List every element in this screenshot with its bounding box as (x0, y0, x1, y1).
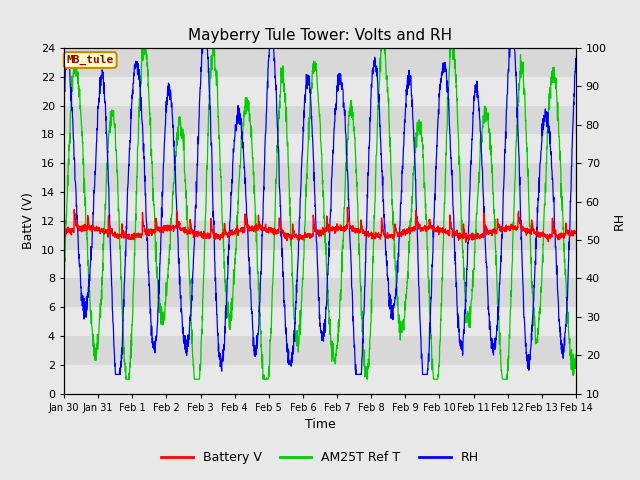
Bar (64, 134, 576, 163)
Bar (64, 192, 576, 221)
Bar (64, 365, 576, 394)
Legend: Battery V, AM25T Ref T, RH: Battery V, AM25T Ref T, RH (156, 446, 484, 469)
Bar (64, 48, 576, 77)
Bar (64, 250, 576, 278)
Bar (64, 307, 576, 336)
Bar (64, 77, 576, 106)
Y-axis label: RH: RH (612, 212, 625, 230)
Bar (64, 163, 576, 192)
Text: MB_tule: MB_tule (67, 55, 114, 65)
Title: Mayberry Tule Tower: Volts and RH: Mayberry Tule Tower: Volts and RH (188, 28, 452, 43)
X-axis label: Time: Time (305, 418, 335, 431)
Bar (64, 336, 576, 365)
Bar (64, 106, 576, 134)
Bar (64, 221, 576, 250)
Bar (64, 278, 576, 307)
Y-axis label: BattV (V): BattV (V) (22, 192, 35, 249)
